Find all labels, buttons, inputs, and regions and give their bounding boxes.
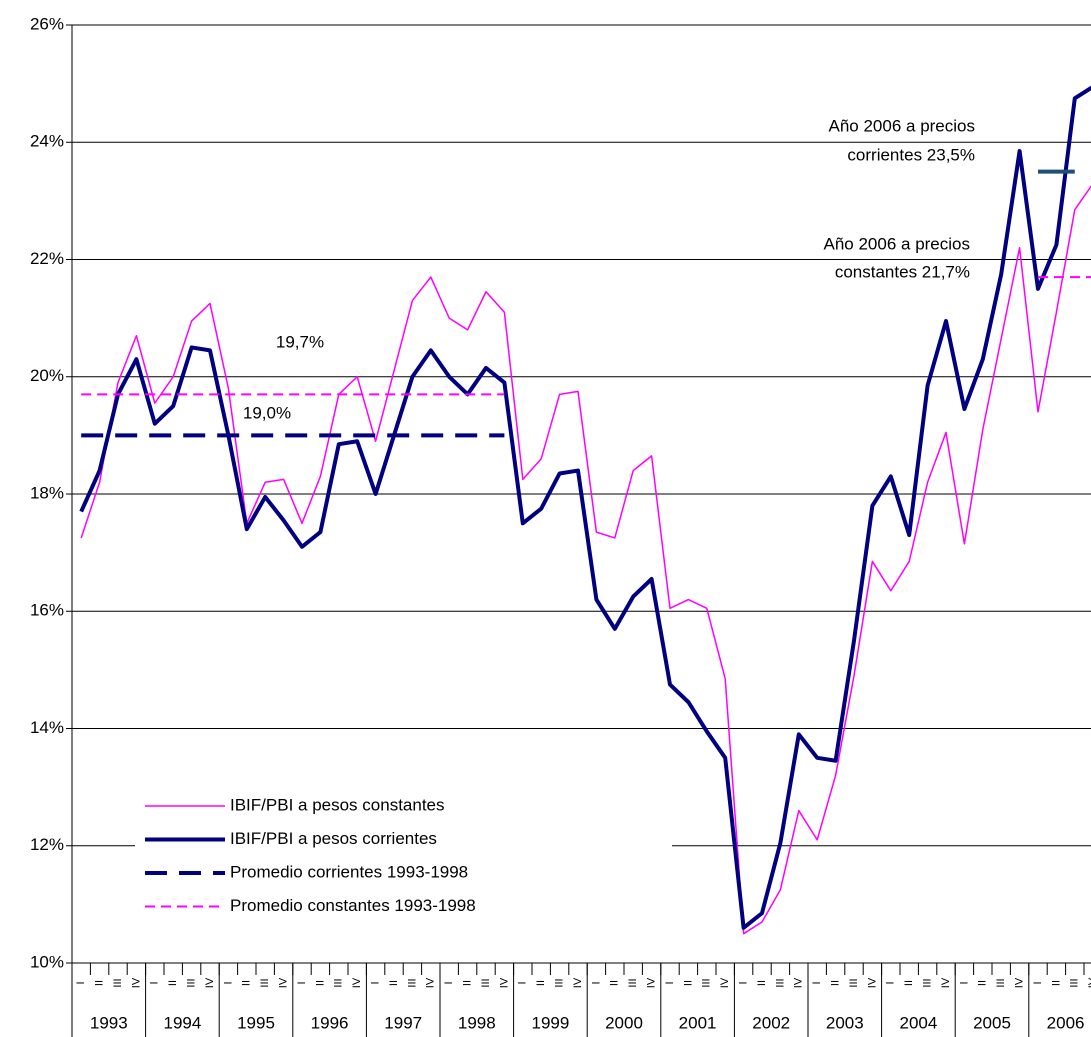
x-tick-label: IV: [498, 977, 510, 988]
legend-label: Promedio corrientes 1993-1998: [230, 862, 468, 881]
x-tick-label: III: [701, 978, 713, 987]
annotation: 19,7%: [276, 332, 324, 351]
x-tick-label: II: [314, 980, 326, 986]
x-tick-label: I: [664, 981, 676, 984]
x-tick-label: II: [167, 980, 179, 986]
x-tick-label: I: [885, 981, 897, 984]
x-tick-label: IV: [866, 977, 878, 988]
x-tick-label: II: [756, 980, 768, 986]
y-tick-label: 12%: [30, 835, 64, 854]
y-tick-label: 14%: [30, 718, 64, 737]
x-tick-label: IV: [130, 977, 142, 988]
x-tick-label: III: [112, 978, 124, 987]
x-tick-label: IV: [204, 977, 216, 988]
x-tick-label: I: [370, 981, 382, 984]
x-tick-label: I: [517, 981, 529, 984]
annotation: corrientes 23,5%: [847, 145, 975, 164]
x-tick-label: II: [682, 980, 694, 986]
year-label: 2004: [899, 1013, 937, 1032]
x-tick-label: III: [480, 978, 492, 987]
x-tick-label: II: [1050, 980, 1062, 986]
y-tick-label: 26%: [30, 14, 64, 33]
x-tick-label: II: [903, 980, 915, 986]
x-tick-label: II: [535, 980, 547, 986]
legend-label: Promedio constantes 1993-1998: [230, 896, 476, 915]
x-tick-label: IV: [278, 977, 290, 988]
year-label: 2006: [1047, 1013, 1085, 1032]
x-tick-label: I: [443, 981, 455, 984]
x-tick-label: I: [590, 981, 602, 984]
legend-label: IBIF/PBI a pesos constantes: [230, 795, 445, 814]
line-series: [80, 185, 1091, 935]
year-label: 2003: [826, 1013, 864, 1032]
x-tick-label: III: [922, 978, 934, 987]
legend-box: [135, 785, 672, 935]
x-tick-label: I: [222, 981, 234, 984]
x-tick-label: III: [1069, 978, 1081, 987]
x-tick-label: II: [609, 980, 621, 986]
x-tick-label: III: [406, 978, 418, 987]
x-tick-label: I: [738, 981, 750, 984]
x-tick-label: I: [811, 981, 823, 984]
x-tick-label: IV: [572, 977, 584, 988]
y-tick-label: 22%: [30, 249, 64, 268]
x-tick-label: I: [1032, 981, 1044, 984]
x-tick-label: II: [830, 980, 842, 986]
x-tick-label: II: [388, 980, 400, 986]
year-label: 2001: [679, 1013, 717, 1032]
y-tick-label: 16%: [30, 601, 64, 620]
year-label: 1998: [458, 1013, 496, 1032]
y-tick-label: 10%: [30, 952, 64, 971]
legend-label: IBIF/PBI a pesos corrientes: [230, 829, 437, 848]
year-label: 1997: [384, 1013, 422, 1032]
year-label: 1994: [163, 1013, 201, 1032]
year-label: 2002: [752, 1013, 790, 1032]
year-label: 1993: [90, 1013, 128, 1032]
annotation: 19,0%: [243, 403, 291, 422]
x-tick-label: II: [241, 980, 253, 986]
annotation: constantes 21,7%: [835, 262, 970, 281]
x-tick-label: III: [848, 978, 860, 987]
annotation: Año 2006 a precios: [824, 234, 971, 253]
x-tick-label: IV: [793, 977, 805, 988]
x-tick-label: IV: [351, 977, 363, 988]
x-tick-label: II: [977, 980, 989, 986]
x-tick-label: I: [149, 981, 161, 984]
x-tick-label: I: [296, 981, 308, 984]
x-tick-label: III: [333, 978, 345, 987]
year-label: 1996: [311, 1013, 349, 1032]
y-tick-label: 18%: [30, 483, 64, 502]
year-label: 1995: [237, 1013, 275, 1032]
line-series: [79, 85, 1091, 930]
x-tick-label: III: [259, 978, 271, 987]
x-tick-label: I: [958, 981, 970, 984]
y-tick-label: 20%: [30, 366, 64, 385]
x-tick-label: IV: [1014, 977, 1026, 988]
annotation: Año 2006 a precios: [829, 116, 976, 135]
x-tick-label: III: [186, 978, 198, 987]
x-tick-label: IV: [425, 977, 437, 988]
x-tick-label: IV: [940, 977, 952, 988]
x-tick-label: IV: [1087, 977, 1091, 988]
x-tick-label: III: [554, 978, 566, 987]
x-tick-label: III: [995, 978, 1007, 987]
x-tick-label: IV: [719, 977, 731, 988]
x-tick-label: III: [627, 978, 639, 987]
x-tick-label: I: [75, 981, 87, 984]
x-tick-label: II: [462, 980, 474, 986]
year-label: 2000: [605, 1013, 643, 1032]
year-label: 1999: [531, 1013, 569, 1032]
x-tick-label: IV: [646, 977, 658, 988]
x-tick-label: II: [94, 980, 106, 986]
x-tick-label: III: [774, 978, 786, 987]
y-tick-label: 24%: [30, 132, 64, 151]
year-label: 2005: [973, 1013, 1011, 1032]
